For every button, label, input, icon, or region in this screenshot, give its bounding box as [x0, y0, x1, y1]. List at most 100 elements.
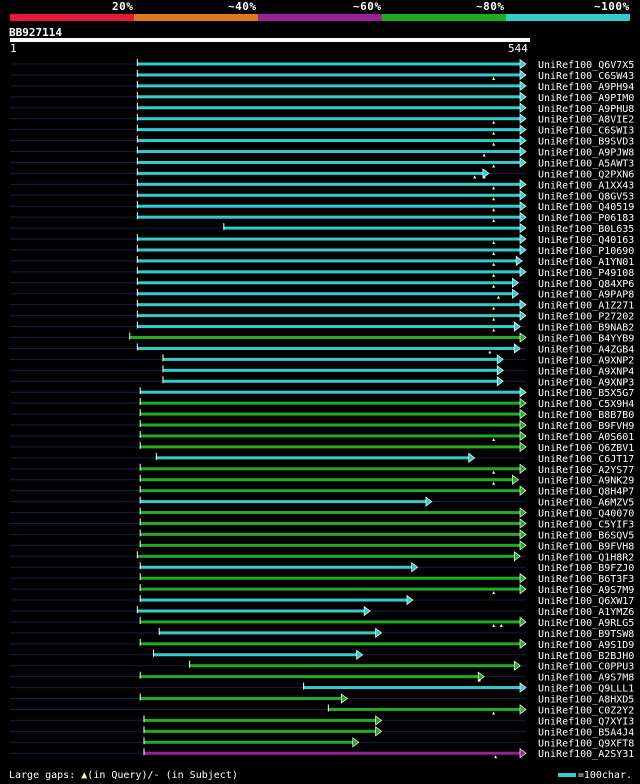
hit-bar: [303, 686, 521, 690]
hit-bar: [137, 139, 521, 143]
hit-bar: [140, 511, 521, 515]
identity-legend: 20% ~40% ~60% ~80% ~100%: [0, 0, 640, 22]
gap-marker-icon: [492, 623, 496, 627]
footer: Large gaps: ▲(in Query)/- (in Subject) =…: [0, 768, 640, 784]
legend-label-4: ~100%: [594, 0, 630, 13]
gap-marker-icon: [492, 470, 496, 474]
hit-label: UniRef100_C6SWI3: [538, 126, 634, 137]
hit-arrowhead: [519, 69, 527, 81]
gap-marker-icon: [492, 306, 496, 310]
hit-arrowhead: [356, 649, 364, 660]
hit-arrowhead: [482, 168, 490, 179]
hit-label: UniRef100_Q40519: [538, 202, 634, 213]
hit-label: UniRef100_Q84XP6: [538, 279, 634, 290]
hit-arrowhead: [512, 474, 519, 485]
hit-bar: [137, 259, 518, 263]
hit-bar: [137, 303, 521, 307]
hit-arrowhead: [519, 157, 527, 168]
hit-arrowhead: [519, 682, 527, 693]
hit-label: UniRef100_Q6V7X5: [538, 60, 634, 71]
hit-arrowhead: [519, 518, 527, 529]
legend-swatch-2: [258, 14, 382, 21]
hit-label: UniRef100_Q9LLL1: [538, 684, 634, 695]
hit-bar: [143, 751, 521, 755]
gap-marker-icon: [499, 623, 503, 627]
hit-bar: [143, 729, 377, 733]
hit-label: UniRef100_Q40163: [538, 235, 634, 246]
hit-label: UniRef100_A9RLG5: [538, 618, 634, 629]
hit-bar: [140, 576, 521, 580]
hit-arrowhead: [513, 660, 521, 671]
hit-label: UniRef100_C6JT17: [538, 454, 634, 465]
hit-bar: [137, 248, 521, 252]
hit-bar: [162, 379, 499, 383]
gap-marker-icon: [492, 284, 496, 288]
hit-arrowhead: [519, 540, 527, 551]
hit-arrowhead: [519, 299, 527, 310]
hit-arrowhead: [519, 233, 527, 245]
hit-bar: [140, 489, 521, 493]
hit-bar: [162, 368, 499, 372]
hit-arrowhead: [519, 485, 527, 496]
hit-bar: [140, 390, 521, 394]
hit-bar: [140, 434, 521, 438]
hit-bar: [140, 445, 521, 449]
hit-label: UniRef100_A9PAP8: [538, 290, 634, 301]
hit-bar: [140, 565, 413, 569]
hit-label: UniRef100_B9TSW8: [538, 629, 634, 640]
hit-bar: [140, 697, 343, 701]
hit-bar: [140, 412, 521, 416]
hit-label: UniRef100_Q40070: [538, 509, 634, 520]
hit-label: UniRef100_Q6XW17: [538, 596, 634, 607]
hit-label: UniRef100_A9PIM0: [538, 93, 634, 104]
hit-arrowhead: [477, 671, 485, 682]
hit-arrowhead: [519, 507, 527, 518]
hit-bar: [137, 314, 521, 318]
hit-arrowhead: [519, 222, 527, 234]
hit-label: UniRef100_P06183: [538, 213, 634, 224]
gap-marker-icon: [492, 711, 496, 715]
hit-bar: [140, 587, 521, 591]
hit-arrowhead: [519, 146, 527, 157]
hit-bar: [140, 423, 521, 427]
hit-arrowhead: [375, 726, 383, 737]
hit-arrowhead: [519, 387, 527, 398]
legend-label-1: ~40%: [228, 0, 257, 13]
gap-marker-icon: [488, 350, 492, 354]
hit-arrowhead: [519, 91, 527, 103]
hit-label: UniRef100_P10690: [538, 246, 634, 257]
hit-label: UniRef100_B9FVH8: [538, 541, 634, 552]
hit-label: UniRef100_A2SY31: [538, 749, 634, 760]
gap-marker-icon: [492, 131, 496, 135]
hit-label: UniRef100_A2YS77: [538, 465, 634, 476]
gap-marker-icon: [473, 175, 477, 179]
hit-label: UniRef100_P27202: [538, 312, 634, 323]
hit-label: UniRef100_B9NAB2: [538, 323, 634, 334]
hit-label: UniRef100_A9XNP4: [538, 366, 634, 377]
hit-arrowhead: [352, 737, 360, 748]
gap-marker-icon: [492, 208, 496, 212]
gap-legend: Large gaps: ▲(in Query)/- (in Subject): [9, 770, 238, 781]
hit-label: UniRef100_P49108: [538, 268, 634, 279]
ruler-end-label: 544: [508, 42, 528, 55]
hit-label: UniRef100_B9SVD3: [538, 137, 634, 148]
gap-marker-icon: [492, 437, 496, 441]
legend-label-3: ~80%: [476, 0, 505, 13]
hit-arrowhead: [513, 551, 521, 562]
hit-arrowhead: [519, 616, 527, 628]
hit-label: UniRef100_B4YYB9: [538, 334, 634, 345]
hit-label: UniRef100_Q2PXN6: [538, 169, 634, 180]
hit-bar: [137, 73, 521, 77]
gap-marker-icon: [492, 142, 496, 146]
hit-arrowhead: [519, 529, 527, 540]
gap-marker-icon: [492, 241, 496, 245]
hit-bar: [156, 456, 470, 460]
gap-marker-icon: [492, 591, 496, 595]
legend-swatch-1: [134, 14, 258, 21]
hit-bar: [153, 653, 358, 657]
hit-bar: [140, 532, 521, 536]
gap-marker-icon: [496, 295, 500, 299]
hit-arrowhead: [512, 288, 519, 299]
hit-arrowhead: [519, 266, 527, 278]
